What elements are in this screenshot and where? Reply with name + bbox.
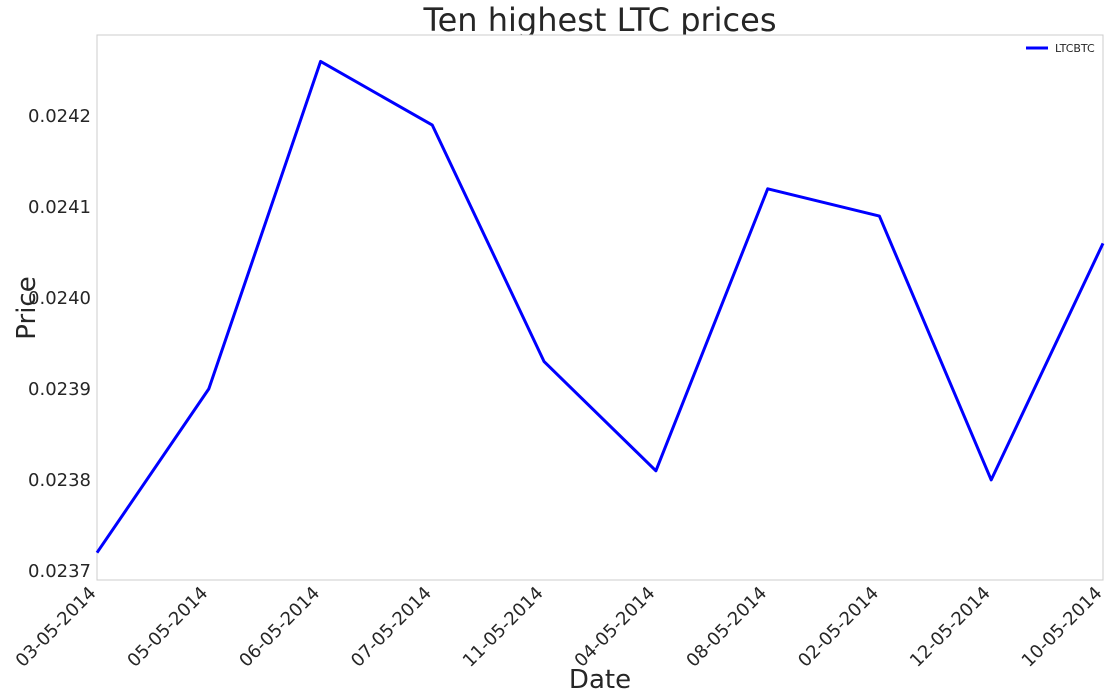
series-layer	[95, 59, 1105, 554]
y-tick-label: 0.0239	[28, 379, 91, 400]
y-axis-ticks: 0.0237 0.0238 0.0239 0.0240 0.0241 0.0242	[28, 106, 91, 582]
series-line-ltcbtc	[95, 59, 1105, 554]
x-tick-label: 04-05-2014	[571, 583, 660, 672]
x-tick-label: 03-05-2014	[12, 583, 101, 672]
y-tick-label: 0.0242	[28, 106, 91, 127]
chart-title: Ten highest LTC prices	[422, 1, 776, 39]
x-tick-label: 07-05-2014	[347, 583, 436, 672]
x-tick-label: 05-05-2014	[123, 583, 212, 672]
legend-label-ltcbtc: LTCBTC	[1055, 42, 1095, 55]
x-axis-label: Date	[569, 665, 631, 695]
y-tick-label: 0.0240	[28, 288, 91, 309]
y-tick-label: 0.0237	[28, 561, 91, 582]
x-tick-label: 12-05-2014	[906, 583, 995, 672]
x-tick-label: 02-05-2014	[794, 583, 883, 672]
plot-area	[96, 34, 1104, 581]
x-axis-ticks: 03-05-2014 05-05-2014 06-05-2014 07-05-2014…	[12, 583, 1107, 672]
legend: LTCBTC	[1026, 42, 1095, 55]
y-axis-label: Price	[12, 276, 42, 339]
x-tick-label: 08-05-2014	[682, 583, 771, 672]
y-tick-label: 0.0241	[28, 197, 91, 218]
x-tick-label: 10-05-2014	[1018, 583, 1107, 672]
x-tick-label: 11-05-2014	[459, 583, 548, 672]
x-tick-label: 06-05-2014	[235, 583, 324, 672]
y-tick-label: 0.0238	[28, 470, 91, 491]
